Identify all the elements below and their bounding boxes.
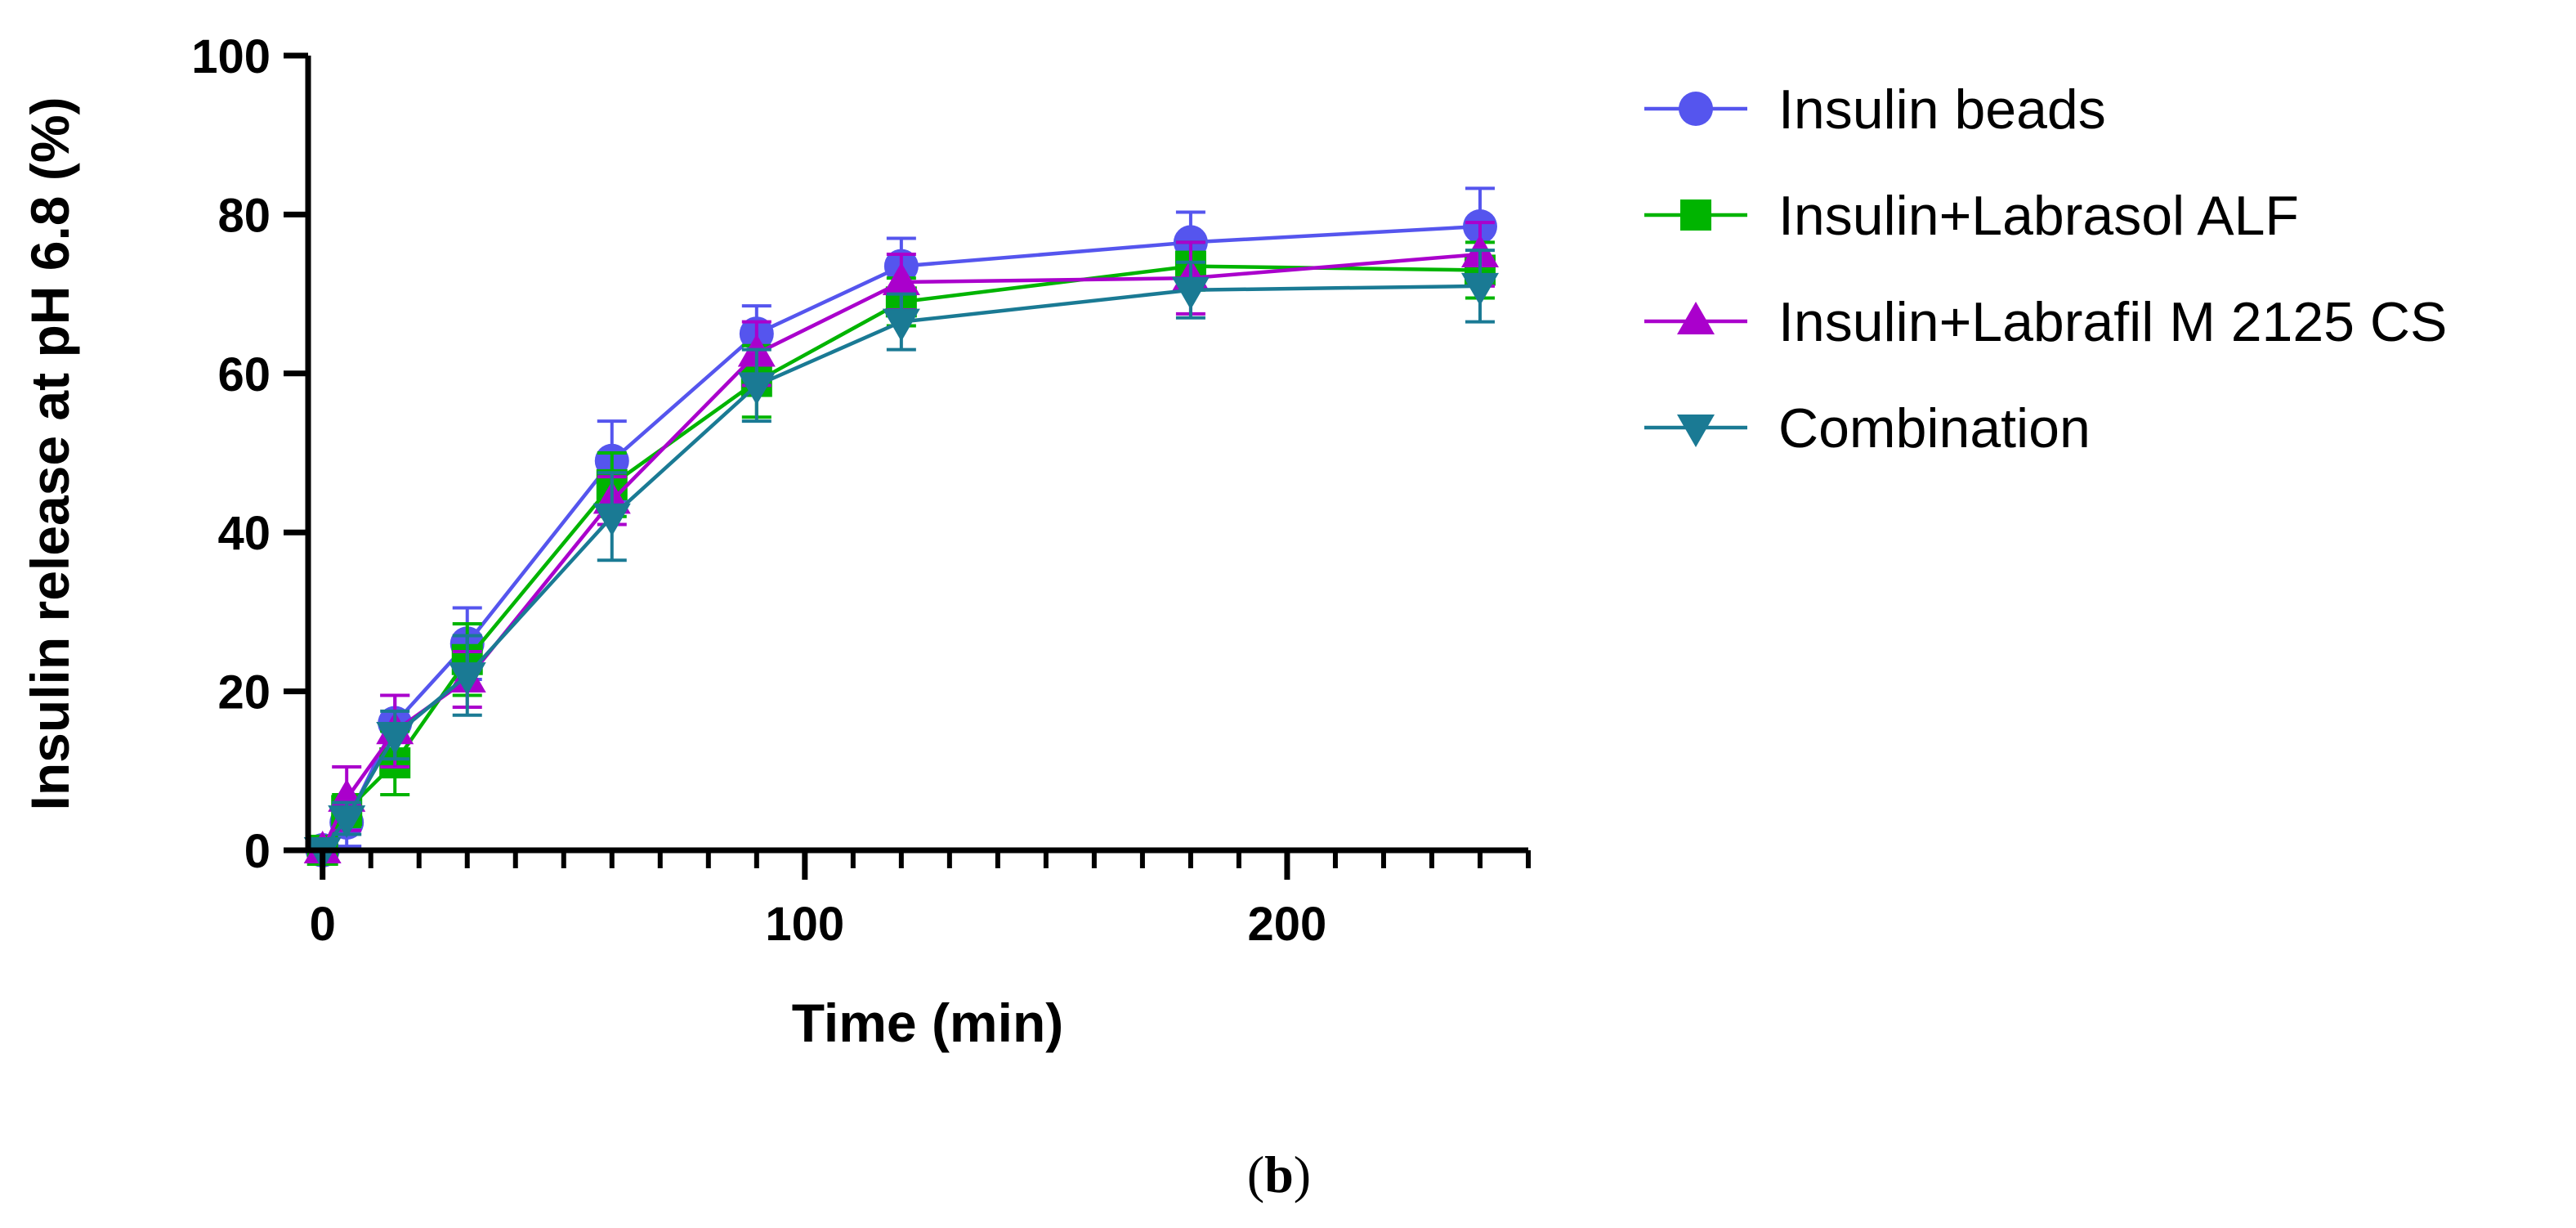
data-point — [882, 308, 920, 342]
legend: Insulin beads Insulin+Labrasol ALF Insulin… — [1644, 78, 2447, 459]
series-line — [320, 264, 1481, 852]
data-point — [376, 722, 414, 755]
panel-label-close: ) — [1294, 1145, 1311, 1203]
legend-label: Insulin+Labrafil M 2125 CS — [1778, 291, 2447, 353]
legend-swatch-marker — [1677, 302, 1715, 334]
legend-swatch-marker — [1680, 199, 1711, 231]
axes: 0 20 40 60 80 100 0 100 200 — [191, 30, 1531, 951]
y-tick-label: 20 — [217, 666, 271, 719]
x-tick-label: 0 — [310, 898, 336, 951]
legend-label: Combination — [1778, 397, 2091, 459]
plot-area — [303, 186, 1499, 870]
legend-item-2: Insulin+Labrasol ALF — [1644, 185, 2299, 247]
legend-swatch-marker — [1679, 92, 1713, 126]
x-axis-title: Time (min) — [792, 993, 1063, 1053]
y-tick-label: 100 — [191, 30, 271, 83]
x-tick-label: 200 — [1248, 898, 1327, 951]
y-axis-title: Insulin release at pH 6.8 (%) — [20, 97, 80, 811]
series-4 — [303, 249, 1499, 870]
x-tick-label: 100 — [765, 898, 844, 951]
legend-item-3: Insulin+Labrafil M 2125 CS — [1644, 291, 2447, 353]
data-point — [328, 805, 366, 839]
data-point — [882, 262, 920, 296]
data-point — [593, 503, 631, 536]
legend-label: Insulin+Labrasol ALF — [1778, 185, 2299, 247]
legend-item-1: Insulin beads — [1644, 78, 2106, 141]
data-point — [448, 662, 486, 696]
data-point — [1460, 272, 1499, 306]
data-point — [737, 372, 776, 406]
panel-label-open: ( — [1247, 1145, 1264, 1203]
data-point — [1171, 276, 1210, 310]
panel-label-letter: b — [1264, 1145, 1294, 1203]
legend-swatch-marker — [1677, 415, 1715, 447]
panel-label: (b) — [1247, 1145, 1311, 1203]
series-line — [320, 284, 1481, 852]
y-tick-label: 0 — [244, 825, 271, 878]
legend-item-4: Combination — [1644, 397, 2091, 459]
y-tick-label: 40 — [217, 507, 271, 560]
legend-label: Insulin beads — [1778, 78, 2106, 141]
y-tick-label: 60 — [217, 348, 271, 401]
y-tick-label: 80 — [217, 189, 271, 242]
